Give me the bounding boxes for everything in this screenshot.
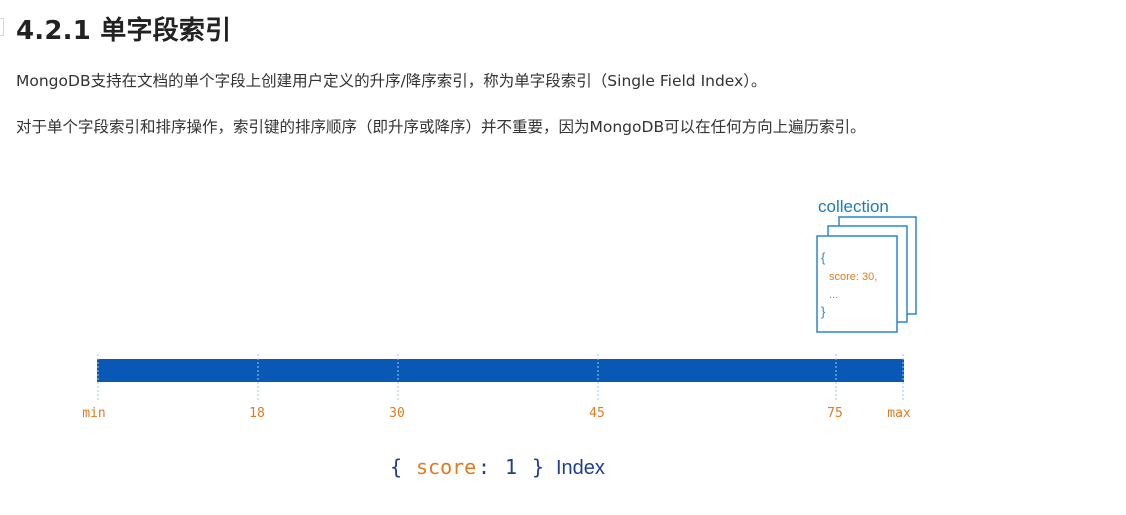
paragraph-2: 对于单个字段索引和排序操作，索引键的排序顺序（即升序或降序）并不重要，因为Mon… (16, 118, 866, 136)
doc-close-brace: } (821, 304, 826, 319)
axis-label-min: min (82, 406, 105, 421)
index-bar (97, 359, 904, 382)
axis-labels: min 18 30 45 75 max (82, 406, 911, 421)
doc-ellipsis: ... (829, 289, 838, 301)
doc-open-brace: { (821, 250, 826, 265)
index-caption: { score : 1 } Index (390, 455, 605, 479)
collection-label: collection (818, 197, 889, 216)
axis-label-30: 30 (389, 406, 405, 421)
section-heading: 4.2.1 单字段索引 (16, 16, 232, 46)
index-open-brace: { (390, 455, 402, 479)
axis-label-45: 45 (589, 406, 605, 421)
document-card-front (816, 235, 898, 333)
index-value: 1 (505, 455, 517, 479)
collection-documents: { score: 30, ... } (816, 216, 917, 333)
left-edge-mark (0, 18, 4, 36)
axis-label-18: 18 (249, 406, 265, 421)
index-colon: : (478, 455, 490, 479)
index-close-brace: } (532, 455, 544, 479)
doc-score-field: score: 30, (829, 271, 877, 283)
index-key: score (416, 455, 476, 479)
index-word: Index (556, 457, 605, 479)
axis-label-max: max (887, 406, 911, 421)
axis-label-75: 75 (827, 406, 843, 421)
paragraph-1: MongoDB支持在文档的单个字段上创建用户定义的升序/降序索引，称为单字段索引… (16, 72, 767, 90)
